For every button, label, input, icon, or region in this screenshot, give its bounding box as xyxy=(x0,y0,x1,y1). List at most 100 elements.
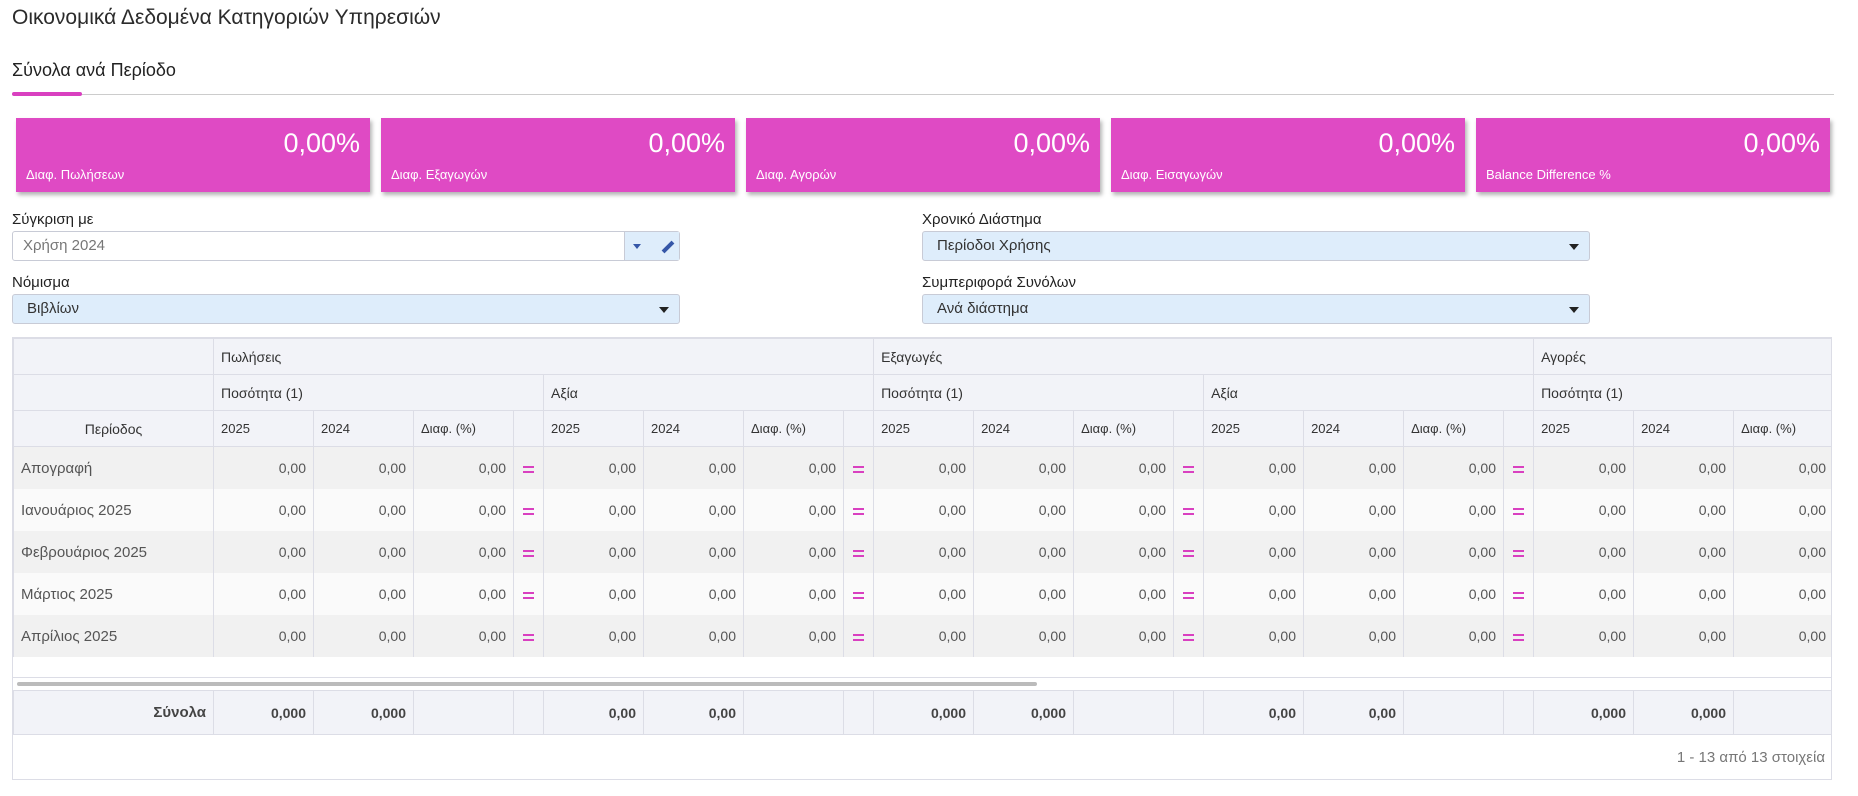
indicator xyxy=(513,531,544,573)
cell: 0,00 xyxy=(973,573,1074,615)
data-grid: Πωλήσεις Εξαγωγές Αγορές Ποσότητα (1) Αξία Πο… xyxy=(12,337,1832,780)
kpi-label: Διαφ. Πωλήσεων xyxy=(26,167,125,182)
h-scrollbar[interactable] xyxy=(13,678,1831,690)
cell: 0,00 xyxy=(1303,615,1404,657)
cell: 0,00 xyxy=(1733,489,1831,531)
cell: 0,00 xyxy=(973,489,1074,531)
cell: 0,00 xyxy=(1203,573,1304,615)
row: Μάρτιος 2025 0,00 0,00 0,00 0,00 0,00 0,00 0,00… xyxy=(13,573,1831,615)
grid-rows: Απογραφή 0,00 0,00 0,00 0,00 0,00 0,00 0,00 0,00… xyxy=(13,447,1831,657)
corner xyxy=(13,338,214,375)
cell: 0,00 xyxy=(873,489,974,531)
caret xyxy=(659,307,669,313)
row-label: Απρίλιος 2025 xyxy=(13,615,214,657)
kpi-value: 0,00% xyxy=(1378,128,1455,158)
column-header: 2025 xyxy=(543,410,644,447)
total-cell xyxy=(743,690,844,735)
sub-header: Ποσότητα (1) xyxy=(1533,374,1831,411)
equals-icon xyxy=(523,549,534,557)
equals-icon xyxy=(1183,591,1194,599)
indicator-header xyxy=(842,410,875,447)
equals-icon xyxy=(523,507,534,515)
sub-header: Ποσότητα (1) xyxy=(873,374,1205,411)
equals-icon xyxy=(1183,549,1194,557)
caret xyxy=(1569,244,1579,250)
group-row: Πωλήσεις Εξαγωγές Αγορές xyxy=(13,338,1831,375)
indicator xyxy=(1503,447,1534,489)
dropdown[interactable]: Ανά διάστημα xyxy=(922,294,1590,324)
cell: 0,00 xyxy=(543,615,644,657)
cell: 0,00 xyxy=(873,573,974,615)
indicator xyxy=(1173,447,1204,489)
equals-icon xyxy=(1513,465,1524,473)
kpi-card: 0,00% Διαφ. Εξαγωγών xyxy=(381,118,735,192)
column-header: Διαφ. (%) xyxy=(743,410,844,447)
kpi-card: 0,00% Διαφ. Εισαγωγών xyxy=(1111,118,1465,192)
total-cell xyxy=(1733,690,1831,735)
indicator xyxy=(843,690,874,735)
indicator xyxy=(843,573,874,615)
cell: 0,00 xyxy=(873,531,974,573)
cell: 0,00 xyxy=(1633,531,1734,573)
cell: 0,00 xyxy=(873,447,974,489)
corner xyxy=(13,374,214,411)
equals-icon xyxy=(1513,507,1524,515)
row-label: Μάρτιος 2025 xyxy=(13,573,214,615)
indicator-header xyxy=(1503,410,1535,447)
tab[interactable]: Σύνολα ανά Περίοδο xyxy=(12,60,176,80)
sub-header: Αξία xyxy=(542,374,875,411)
total-cell: 0,000 xyxy=(1633,690,1734,735)
cell: 0,00 xyxy=(313,489,414,531)
kpi-value: 0,00% xyxy=(283,128,360,158)
cell: 0,00 xyxy=(543,531,644,573)
column-header: 2025 xyxy=(873,410,975,447)
dropdown[interactable]: Χρήση 2024 xyxy=(12,231,680,261)
cell: 0,00 xyxy=(973,447,1074,489)
cell: 0,00 xyxy=(743,489,844,531)
cell: 0,00 xyxy=(1073,531,1174,573)
equals-icon xyxy=(853,633,864,641)
cell: 0,00 xyxy=(213,573,314,615)
cell: 0,00 xyxy=(1533,573,1634,615)
indicator xyxy=(1173,615,1204,657)
cell: 0,00 xyxy=(1073,573,1174,615)
dropdown[interactable]: Βιβλίων xyxy=(12,294,680,324)
grid-header: Πωλήσεις Εξαγωγές Αγορές Ποσότητα (1) Αξία Πο… xyxy=(13,338,1831,447)
row: Φεβρουάριος 2025 0,00 0,00 0,00 0,00 0,00 0,00… xyxy=(13,531,1831,573)
indicator xyxy=(513,690,544,735)
column-header: 2024 xyxy=(643,410,744,447)
indicator xyxy=(513,447,544,489)
cell: 0,00 xyxy=(1073,447,1174,489)
total-cell: 0,000 xyxy=(973,690,1074,735)
cell: 0,00 xyxy=(413,531,514,573)
kpi-label: Διαφ. Εξαγωγών xyxy=(391,167,488,182)
total-cell: 0,00 xyxy=(643,690,744,735)
cell: 0,00 xyxy=(973,531,1074,573)
cell: 0,00 xyxy=(413,447,514,489)
column-header: 2024 xyxy=(1633,410,1735,447)
cell: 0,00 xyxy=(1633,573,1734,615)
cell: 0,00 xyxy=(1403,573,1504,615)
cell: 0,00 xyxy=(213,531,314,573)
cell: 0,00 xyxy=(1633,615,1734,657)
kpi-value: 0,00% xyxy=(648,128,725,158)
indicator xyxy=(1503,690,1534,735)
cell: 0,00 xyxy=(1403,615,1504,657)
dropdown-value: Ανά διάστημα xyxy=(937,300,1029,317)
equals-icon xyxy=(523,465,534,473)
total-cell: 0,000 xyxy=(213,690,314,735)
page-title: Οικονομικά Δεδομένα Κατηγοριών Υπηρεσιών xyxy=(12,6,441,29)
col-row: Περίοδος 2025 2024 Διαφ. (%) 2025 2024 Διαφ. (… xyxy=(13,410,1831,447)
total-cell: 0,00 xyxy=(543,690,644,735)
grid-totals: Σύνολα 0,000 0,000 0,00 0,00 0,000 0,000 0,00 0,… xyxy=(13,690,1831,735)
indicator-header xyxy=(513,410,544,447)
tab-line xyxy=(12,94,1834,95)
cell: 0,00 xyxy=(1303,573,1404,615)
dropdown[interactable]: Περίοδοι Χρήσης xyxy=(922,231,1590,261)
cell: 0,00 xyxy=(1403,489,1504,531)
grid-body: Απογραφή 0,00 0,00 0,00 0,00 0,00 0,00 0,00 0,00… xyxy=(13,447,1831,678)
sub-row: Ποσότητα (1) Αξία Ποσότητα (1) Αξία Ποσότητα… xyxy=(13,374,1831,411)
cell: 0,00 xyxy=(1733,615,1831,657)
indicator xyxy=(843,531,874,573)
kpi-value: 0,00% xyxy=(1013,128,1090,158)
